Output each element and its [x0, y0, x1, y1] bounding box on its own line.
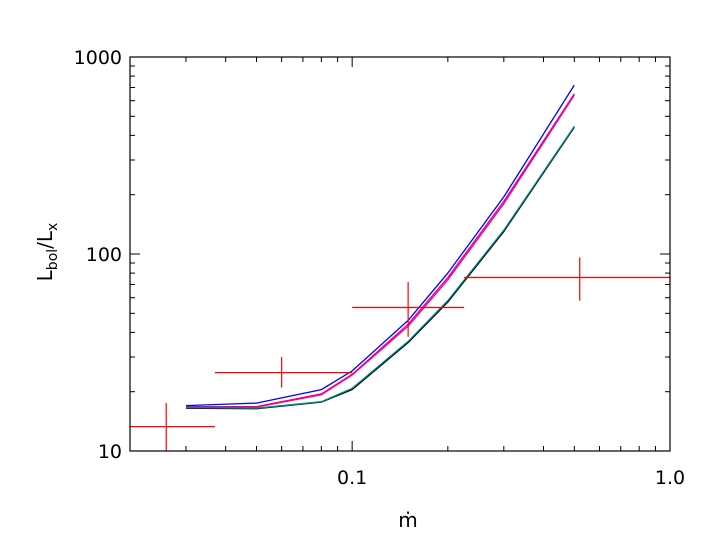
axis-ticks — [129, 56, 671, 452]
series-lines — [185, 84, 575, 410]
y-tick-label: 1000 — [74, 47, 122, 69]
y-label-main2: L — [33, 230, 57, 242]
x-tick-label: 1.0 — [655, 467, 685, 489]
tick-labels: 0.1 1.0 10 100 1000 — [74, 47, 685, 489]
series-line-2 — [186, 93, 575, 408]
series-line-5 — [185, 125, 575, 409]
y-label-sub2: x — [45, 223, 61, 231]
error-bars — [130, 257, 670, 451]
y-label-sub1: bol — [45, 249, 61, 270]
series-line-3 — [186, 94, 575, 408]
plot-frame — [129, 56, 671, 452]
x-axis-label: ṁ — [398, 508, 417, 532]
y-tick-label: 10 — [98, 441, 122, 463]
x-tick-label: 0.1 — [337, 467, 367, 489]
series-line-1 — [185, 84, 575, 407]
series-line-4 — [185, 126, 575, 410]
y-label-slash: / — [33, 242, 57, 249]
y-axis-label: Lbol/Lx — [33, 223, 61, 282]
y-tick-label: 100 — [86, 244, 122, 266]
y-label-main: L — [33, 269, 57, 281]
